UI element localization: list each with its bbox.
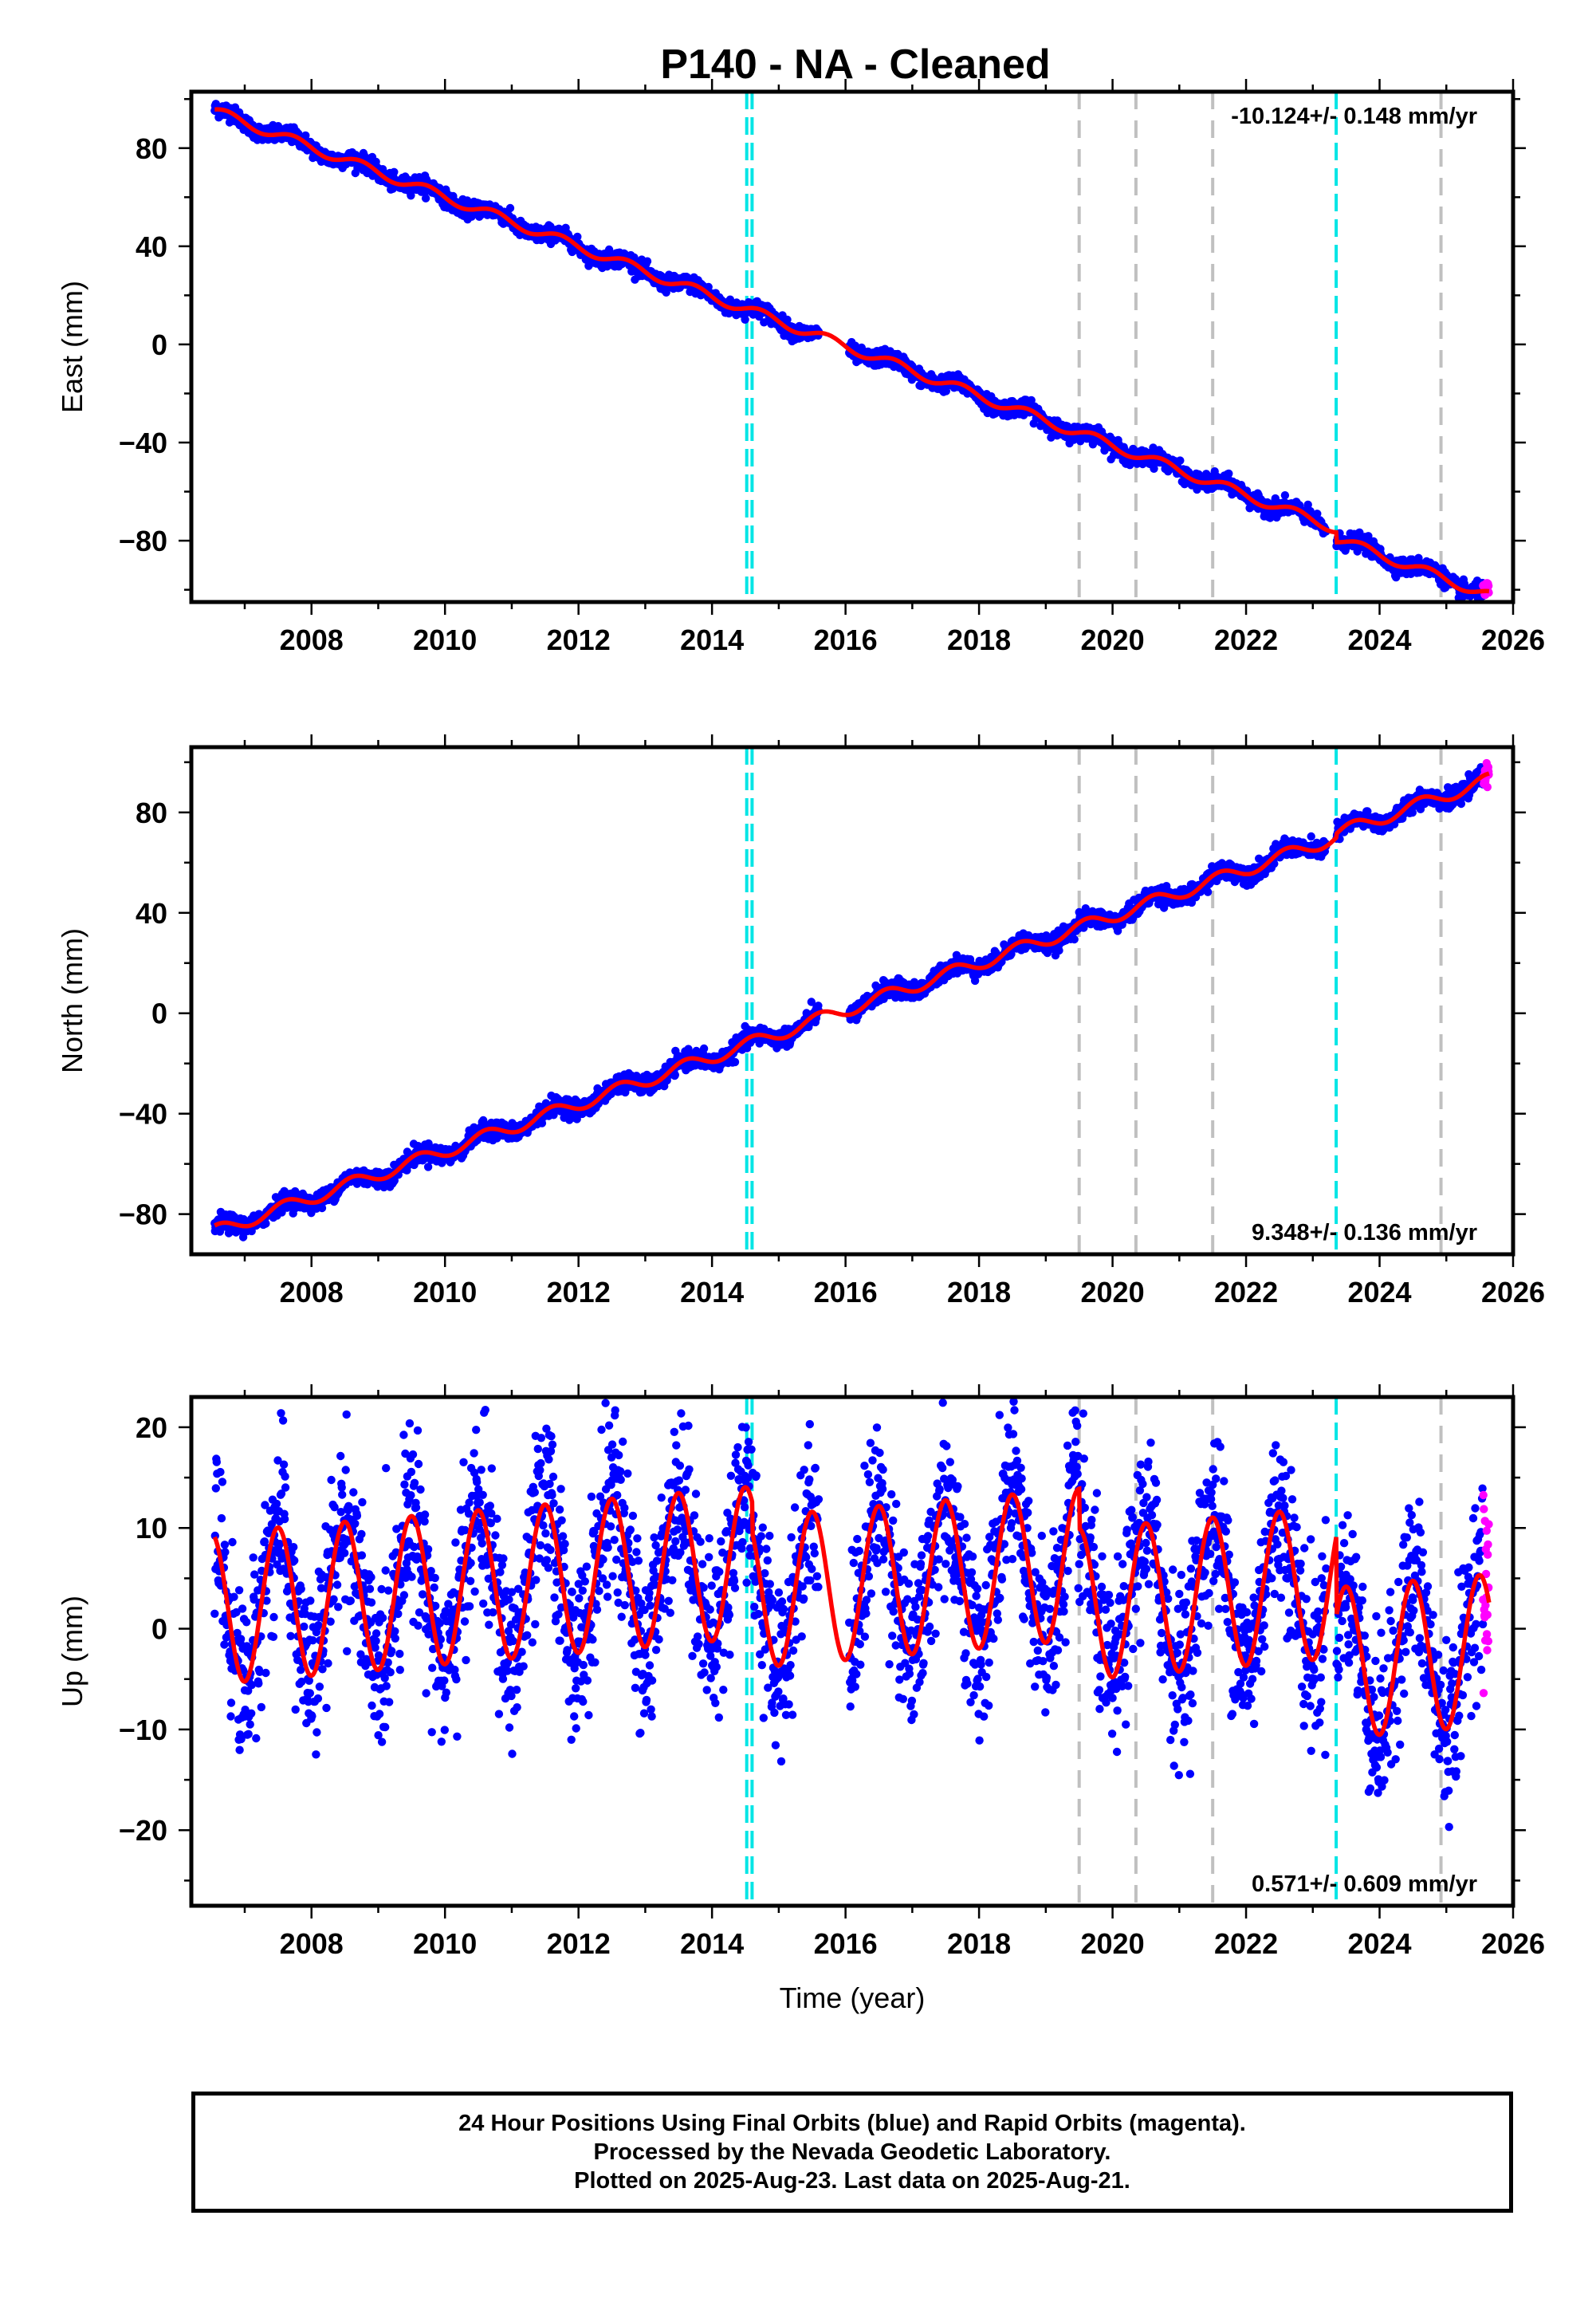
y-tick-label: 80 (136, 132, 167, 165)
y-tick-label: 0 (151, 329, 167, 361)
east-rate-label: -10.124+/- 0.148 mm/yr (1231, 104, 1477, 129)
final-orbit-point (1280, 491, 1290, 500)
final-orbit-point (1225, 469, 1233, 478)
y-tick-label: −40 (119, 427, 167, 459)
final-orbit-point (699, 1044, 709, 1053)
panel-east: 2008 2010 2012 2014 2016 2018 2020 2022 2024 2026… (56, 79, 1545, 656)
east-y-axis-label: East (mm) (56, 281, 88, 413)
final-orbit-point (390, 167, 399, 176)
final-orbit-point (704, 282, 713, 292)
final-orbit-point (421, 194, 430, 203)
north-plot-area (210, 747, 1493, 1254)
x-tick-label: 2014 (680, 624, 744, 656)
y-tick-label: −80 (119, 525, 167, 557)
x-tick-label: 2010 (413, 624, 477, 656)
north-final-orbit-points (210, 763, 1488, 1242)
y-tick-label: 40 (136, 230, 167, 263)
x-tick-label: 2016 (814, 624, 878, 656)
x-tick-label: 2020 (1081, 624, 1145, 656)
panel-north: 2008 2010 2012 2014 2016 2018 2020 2022 2024 2026… (56, 734, 1545, 1309)
final-orbit-point (537, 1119, 547, 1127)
x-tick-label: 2008 (280, 624, 344, 656)
x-tick-label: 2022 (1214, 624, 1278, 656)
x-tick-label: 2018 (947, 624, 1011, 656)
final-orbit-point (573, 232, 582, 242)
final-orbit-point (505, 203, 515, 213)
figure-title: P140 - NA - Cleaned (660, 41, 1050, 88)
final-orbit-point (643, 257, 652, 266)
x-tick-label: 2024 (1347, 624, 1411, 656)
final-orbit-point (1176, 456, 1185, 465)
final-orbit-point (301, 131, 310, 140)
final-orbit-point (604, 245, 614, 254)
final-orbit-point (741, 315, 749, 324)
final-orbit-point (407, 191, 415, 200)
x-tick-label: 2012 (547, 624, 611, 656)
x-tick-label: 2026 (1481, 624, 1545, 656)
final-orbit-point (730, 1057, 740, 1067)
east-plot-area (210, 92, 1493, 602)
